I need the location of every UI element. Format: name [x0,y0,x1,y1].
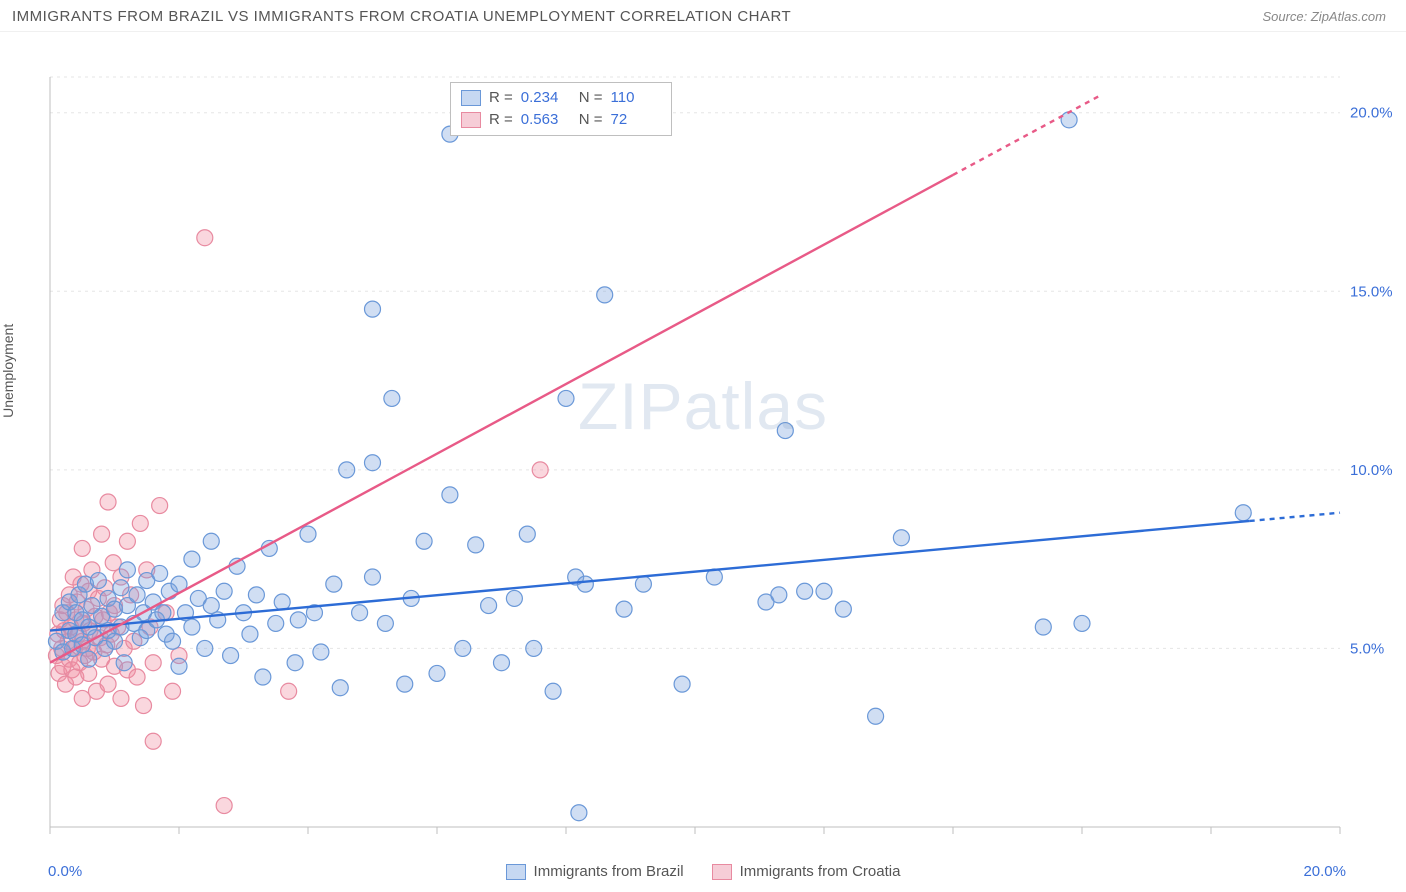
scatter-plot: 5.0% 10.0% 15.0% 20.0% [0,32,1406,862]
swatch-brazil [461,90,481,106]
swatch-croatia [461,112,481,128]
y-axis-label: Unemployment [0,324,16,418]
legend-row-croatia: R = 0.563 N = 72 [461,109,661,131]
chart-title: IMMIGRANTS FROM BRAZIL VS IMMIGRANTS FRO… [12,8,791,25]
svg-text:5.0%: 5.0% [1350,640,1384,657]
legend-row-brazil: R = 0.234 N = 110 [461,87,661,109]
chart-header: IMMIGRANTS FROM BRAZIL VS IMMIGRANTS FRO… [0,0,1406,32]
chart-area: Unemployment 5.0%10.0%15.0%20.0% ZIPatla… [0,32,1406,882]
legend-item-brazil: Immigrants from Brazil [506,863,684,880]
swatch-brazil [506,864,526,880]
series-legend: Immigrants from Brazil Immigrants from C… [0,863,1406,880]
source-attribution: Source: ZipAtlas.com [1262,9,1386,24]
svg-text:20.0%: 20.0% [1350,105,1393,122]
svg-text:15.0%: 15.0% [1350,283,1393,300]
svg-text:10.0%: 10.0% [1350,462,1393,479]
swatch-croatia [712,864,732,880]
correlation-legend: R = 0.234 N = 110 R = 0.563 N = 72 [450,82,672,136]
legend-item-croatia: Immigrants from Croatia [712,863,901,880]
